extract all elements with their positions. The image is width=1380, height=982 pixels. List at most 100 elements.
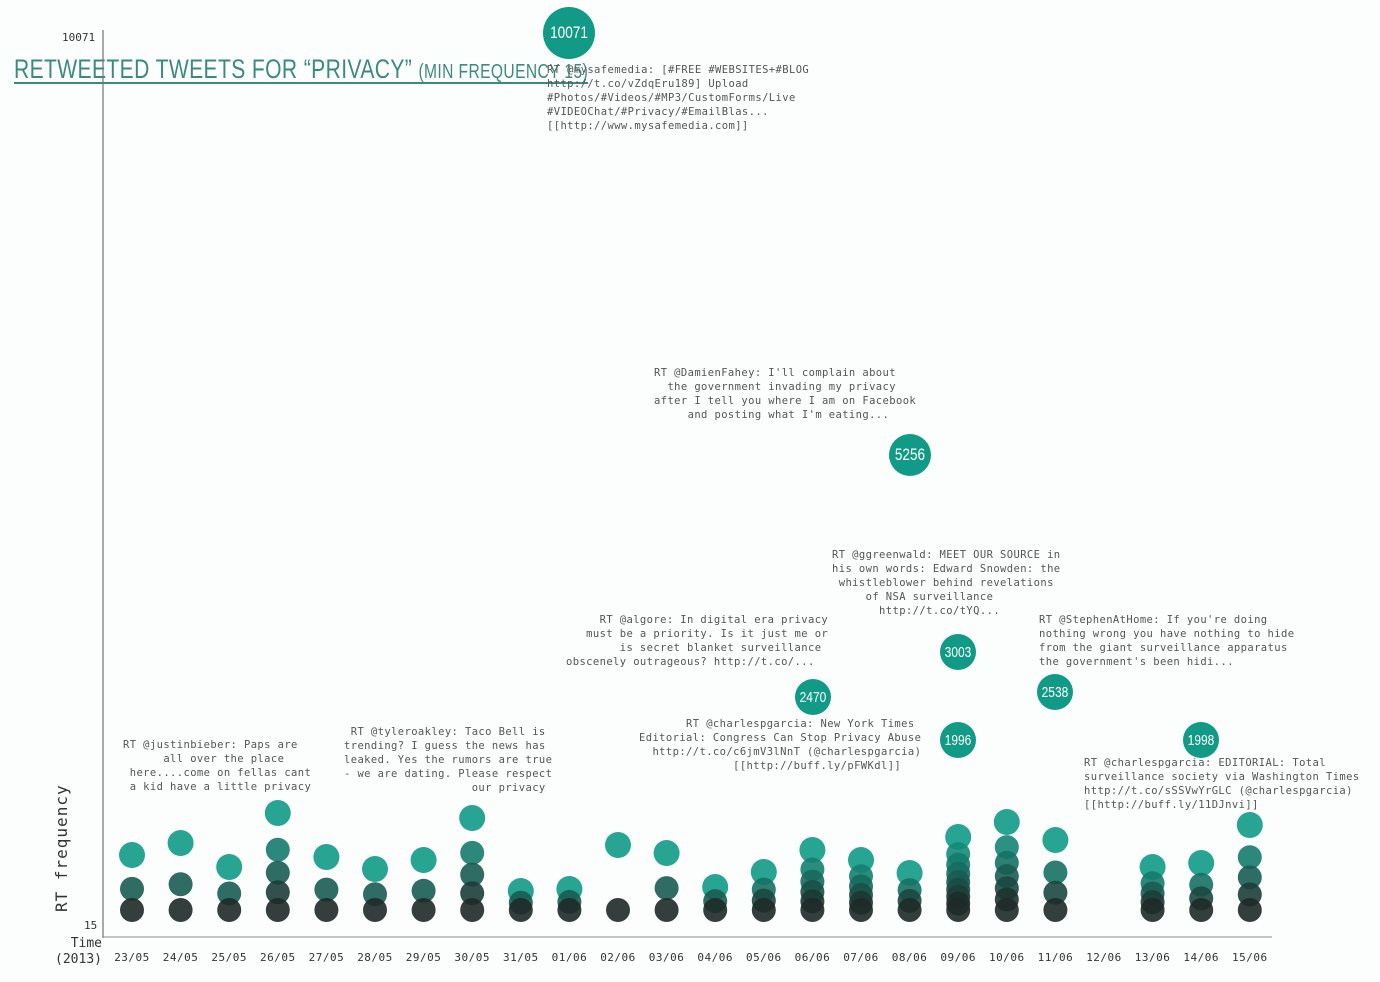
- data-point: [265, 880, 290, 905]
- data-point: [945, 824, 972, 850]
- data-point: [653, 840, 680, 866]
- x-tick-label: 08/06: [892, 951, 928, 964]
- x-tick-label: 12/06: [1086, 951, 1122, 964]
- x-axis-title-line: Time: [70, 936, 102, 951]
- x-tick-label: 09/06: [940, 951, 976, 964]
- x-tick-label: 04/06: [697, 951, 733, 964]
- x-axis-title-line: (2013): [55, 952, 102, 967]
- x-tick-label: 25/05: [211, 951, 247, 964]
- data-point: [946, 898, 971, 922]
- data-point: [460, 840, 485, 865]
- x-axis-title: Time (2013): [54, 936, 102, 968]
- data-point: [896, 860, 923, 886]
- data-point: [120, 898, 144, 922]
- x-tick-label: 14/06: [1183, 951, 1219, 964]
- data-point: [557, 898, 582, 922]
- highlight-value-label: 5256: [895, 446, 925, 465]
- data-point: [849, 898, 873, 922]
- data-point: [411, 898, 436, 922]
- highlight-bubbles-layer: 10071 5256 3003 2470 2538 1996 1998: [543, 7, 1219, 758]
- data-point: [654, 876, 679, 901]
- data-point: [265, 898, 290, 922]
- data-point: [1140, 898, 1165, 922]
- data-point: [265, 837, 290, 862]
- data-point: [411, 878, 436, 903]
- data-point: [362, 856, 388, 882]
- data-point: [120, 876, 144, 901]
- data-point: [750, 859, 777, 885]
- chart-title-main: RETWEETED TWEETS FOR “PRIVACY”: [14, 54, 413, 84]
- highlight-bubble: [889, 434, 931, 476]
- highlight-value-label: 3003: [945, 644, 972, 661]
- highlight-value-label: 1998: [1188, 732, 1215, 749]
- tweet-annotation: RT @justinbieber: Paps are all over the …: [123, 739, 312, 793]
- highlight-value-label: 1996: [945, 732, 972, 749]
- data-point: [1236, 812, 1263, 838]
- tweet-annotation: RT @algore: In digital era privacy must …: [566, 614, 829, 668]
- data-point: [167, 830, 194, 856]
- data-point: [751, 898, 776, 922]
- data-point: [800, 898, 825, 922]
- data-point: [459, 805, 486, 831]
- x-tick-label: 05/06: [746, 951, 782, 964]
- data-point: [703, 898, 728, 922]
- data-point: [1188, 850, 1215, 876]
- data-point: [460, 898, 485, 922]
- tweet-annotation: RT @mysafemedia: [#FREE #WEBSITES+#BLOG …: [547, 64, 810, 132]
- data-point: [1237, 898, 1262, 922]
- data-point: [460, 881, 485, 906]
- data-point: [314, 877, 339, 902]
- y-axis-max-label: 10071: [62, 31, 96, 44]
- tweet-annotation: RT @charlespgarcia: EDITORIAL: Total sur…: [1084, 757, 1360, 811]
- x-tick-label: 10/06: [989, 951, 1025, 964]
- data-point: [217, 898, 242, 922]
- data-point: [606, 898, 630, 922]
- x-tick-label: 07/06: [843, 951, 879, 964]
- data-point: [460, 862, 485, 887]
- x-tick-label: 02/06: [600, 951, 636, 964]
- highlight-bubble: [1037, 674, 1073, 710]
- tweet-annotation: RT @charlespgarcia: New York Times Edito…: [639, 718, 922, 772]
- data-point: [605, 832, 631, 858]
- x-tick-label: 29/05: [406, 951, 442, 964]
- highlight-value-label: 2538: [1042, 684, 1069, 701]
- x-tick-label: 28/05: [357, 951, 393, 964]
- tweet-annotation: RT @StephenAtHome: If you're doing nothi…: [1039, 614, 1295, 668]
- tweet-annotation: RT @DamienFahey: I'll complain about the…: [654, 367, 917, 421]
- highlight-bubble: [1183, 722, 1219, 758]
- highlight-value-label: 2470: [800, 689, 827, 706]
- data-point: [897, 898, 922, 922]
- data-point: [1237, 845, 1262, 870]
- data-point: [994, 898, 1019, 922]
- x-tick-label: 23/05: [114, 951, 150, 964]
- data-point: [265, 860, 290, 885]
- data-point: [410, 847, 437, 873]
- data-point: [168, 872, 193, 897]
- data-point: [314, 898, 339, 922]
- data-point: [1237, 865, 1262, 890]
- x-tick-label: 06/06: [795, 951, 831, 964]
- x-tick-label: 13/06: [1135, 951, 1171, 964]
- data-point: [1043, 880, 1068, 905]
- x-tick-label: 11/06: [1038, 951, 1074, 964]
- highlight-bubble: [795, 679, 831, 715]
- chart-title: RETWEETED TWEETS FOR “PRIVACY” (MIN FREQ…: [14, 54, 588, 85]
- x-tick-label: 15/06: [1232, 951, 1268, 964]
- x-tick-label: 01/06: [552, 951, 588, 964]
- data-point: [1042, 827, 1069, 853]
- data-point: [216, 854, 243, 880]
- tweet-annotation: RT @tyleroakley: Taco Bell is trending? …: [344, 726, 553, 794]
- x-tick-label: 03/06: [649, 951, 685, 964]
- x-tick-label: 26/05: [260, 951, 296, 964]
- y-axis-min-label: 15: [84, 919, 98, 932]
- highlight-value-label: 10071: [550, 24, 588, 43]
- data-point: [217, 881, 242, 906]
- data-point: [264, 800, 291, 826]
- tweet-annotation: RT @ggreenwald: MEET OUR SOURCE in his o…: [832, 549, 1061, 617]
- data-point: [168, 898, 193, 922]
- data-point: [799, 837, 826, 863]
- data-point: [993, 809, 1020, 835]
- data-point: [1043, 860, 1068, 885]
- y-axis-title: RT frequency: [52, 784, 71, 912]
- data-point: [1043, 898, 1068, 922]
